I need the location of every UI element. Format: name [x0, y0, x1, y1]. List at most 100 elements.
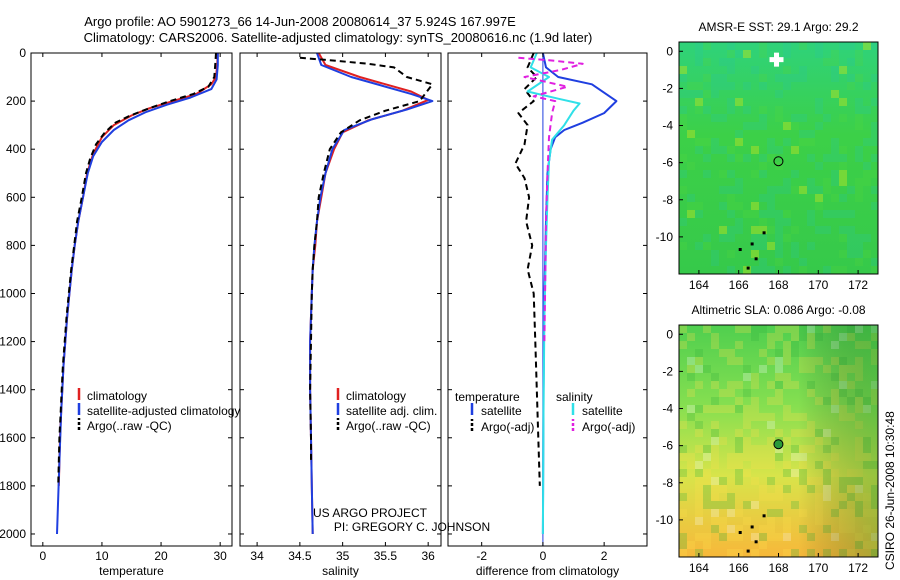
amsr-sst-texture-cell — [775, 90, 783, 98]
amsr-sst-ytick-label: -6 — [662, 156, 673, 170]
amsr-sst-texture-cell — [703, 154, 711, 162]
amsr-sst-texture-cell — [759, 82, 767, 90]
amsr-sst-texture-cell — [783, 138, 791, 146]
amsr-sst-ytick-label: -10 — [656, 230, 674, 244]
legend-label: satellite — [582, 404, 623, 418]
island-speck — [738, 248, 742, 252]
depth-tick-label: 1600 — [0, 431, 26, 445]
temperature-series-group — [56, 53, 219, 535]
amsr-sst-texture-cell — [847, 58, 855, 66]
amsr-sst-texture-cell — [719, 226, 727, 234]
legend-label: Argo(-adj) — [481, 420, 534, 434]
amsr-sst-texture-cell — [831, 170, 839, 178]
amsr-sst-texture-cell — [783, 82, 791, 90]
difference-series-4-line — [518, 56, 584, 342]
amsr-sst-texture-cell — [687, 202, 695, 210]
amsr-sst-texture-cell — [751, 170, 759, 178]
amsr-sst-texture-cell — [695, 242, 703, 250]
amsr-sst-texture-cell — [807, 210, 815, 218]
salinity-series-2-line — [309, 53, 434, 535]
island-speck — [746, 266, 750, 270]
amsr-sst-texture-cell — [727, 154, 735, 162]
csiro-timestamp: CSIRO 26-Jun-2008 10:30:48 — [883, 411, 897, 570]
amsr-sst-texture-cell — [727, 66, 735, 74]
amsr-sst-texture-cell — [743, 50, 751, 58]
amsr-sst-texture-cell — [743, 82, 751, 90]
amsr-sst-texture-cell — [839, 146, 847, 154]
amsr-sst-texture-cell — [823, 114, 831, 122]
depth-tick-label: 400 — [6, 142, 26, 156]
amsr-sst-texture-cell — [863, 138, 871, 146]
amsr-sst-texture-cell — [823, 154, 831, 162]
legend-label: climatology — [87, 389, 147, 403]
amsr-sst-texture-cell — [855, 194, 863, 202]
salinity-xtick-label: 36 — [421, 549, 435, 563]
legend-label: satellite-adjusted climatology — [87, 404, 240, 418]
amsr-sst-texture-cell — [791, 170, 799, 178]
amsr-sst-texture-cell — [695, 106, 703, 114]
amsr-sst-texture-cell — [759, 74, 767, 82]
amsr-sst-texture-cell — [751, 250, 759, 258]
amsr-sst-texture-cell — [703, 138, 711, 146]
altimetric-sla-ytick-label: -2 — [662, 364, 673, 378]
amsr-sst-texture-cell — [831, 146, 839, 154]
amsr-sst-texture-cell — [743, 106, 751, 114]
amsr-sst-texture-cell — [855, 146, 863, 154]
amsr-sst-texture-cell — [791, 250, 799, 258]
amsr-sst-texture-cell — [815, 186, 823, 194]
amsr-sst-texture-cell — [695, 146, 703, 154]
amsr-sst-texture-cell — [783, 42, 791, 50]
amsr-sst-texture-cell — [751, 202, 759, 210]
amsr-sst-texture-cell — [847, 74, 855, 82]
amsr-sst-texture-cell — [871, 130, 878, 138]
amsr-sst-texture-cell — [775, 186, 783, 194]
amsr-sst-texture-cell — [871, 170, 878, 178]
amsr-sst-texture-cell — [831, 90, 839, 98]
amsr-sst-texture-cell — [807, 218, 815, 226]
amsr-sst-texture-cell — [743, 154, 751, 162]
amsr-sst-texture-cell — [735, 178, 743, 186]
amsr-sst-texture-cell — [703, 42, 711, 50]
amsr-sst-texture-cell — [767, 186, 775, 194]
amsr-sst-texture-cell — [687, 210, 695, 218]
amsr-sst-texture-cell — [855, 106, 863, 114]
amsr-sst-texture-cell — [735, 50, 743, 58]
amsr-sst-map-panel: AMSR-E SST: 29.1 Argo: 29.2 164 166 168 170 1… — [656, 20, 879, 292]
amsr-sst-texture-cell — [767, 202, 775, 210]
amsr-sst-texture-cell — [799, 66, 807, 74]
amsr-sst-texture-cell — [687, 162, 695, 170]
amsr-sst-texture-cell — [679, 218, 687, 226]
amsr-sst-texture-cell — [727, 266, 735, 274]
island-speck — [754, 257, 758, 261]
amsr-sst-texture-cell — [839, 226, 847, 234]
amsr-sst-texture-cell — [711, 82, 719, 90]
depth-tick-label: 2000 — [0, 527, 26, 541]
amsr-sst-texture-cell — [815, 50, 823, 58]
amsr-sst-texture-cell — [735, 186, 743, 194]
amsr-sst-texture-cell — [783, 218, 791, 226]
amsr-sst-texture-cell — [847, 42, 855, 50]
amsr-sst-texture-cell — [791, 242, 799, 250]
amsr-sst-texture-cell — [719, 234, 727, 242]
amsr-sst-xtick-label: 164 — [689, 278, 709, 292]
amsr-sst-texture-cell — [863, 170, 871, 178]
amsr-sst-texture-cell — [839, 162, 847, 170]
amsr-sst-texture-cell — [871, 122, 878, 130]
amsr-sst-texture-cell — [871, 266, 878, 274]
island-speck — [750, 525, 754, 529]
amsr-sst-texture-cell — [847, 210, 855, 218]
header-line-2: Climatology: CARS2006. Satellite-adjuste… — [84, 30, 593, 45]
amsr-sst-texture-cell — [839, 234, 847, 242]
salinity-xtick-label: 35 — [336, 549, 350, 563]
amsr-sst-texture-cell — [847, 250, 855, 258]
amsr-sst-texture-cell — [679, 242, 687, 250]
depth-tick-label: 600 — [6, 190, 26, 204]
salinity-xlabel: salinity — [322, 564, 359, 578]
amsr-sst-texture-cell — [727, 210, 735, 218]
amsr-sst-texture-cell — [831, 178, 839, 186]
depth-tick-label: 1400 — [0, 383, 26, 397]
amsr-sst-texture-cell — [815, 202, 823, 210]
amsr-sst-texture-cell — [855, 74, 863, 82]
amsr-sst-texture-cell — [831, 58, 839, 66]
amsr-sst-texture-cell — [727, 186, 735, 194]
